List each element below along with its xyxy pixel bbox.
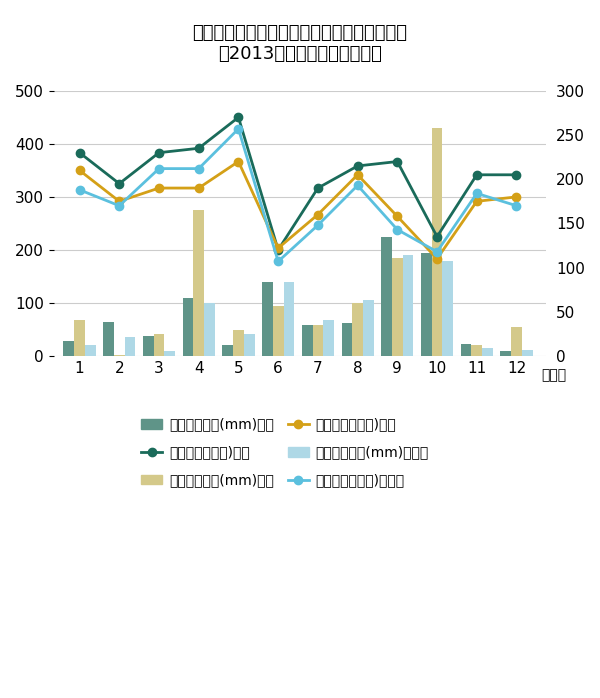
Bar — [114, 355, 125, 356]
Bar — [85, 346, 95, 356]
Bar — [323, 320, 334, 356]
Bar — [392, 258, 403, 356]
Bar — [182, 297, 193, 356]
Text: （月）: （月） — [541, 368, 566, 382]
Bar — [244, 334, 254, 356]
Bar — [472, 346, 482, 356]
Bar — [363, 300, 374, 356]
Bar — [511, 327, 522, 356]
Text: 北杜市大泉の月別平均降水量と平均日照時間: 北杜市大泉の月別平均降水量と平均日照時間 — [193, 24, 407, 43]
Bar — [302, 325, 313, 356]
Bar — [421, 253, 431, 356]
Bar — [204, 303, 215, 356]
Bar — [431, 128, 442, 356]
Bar — [482, 348, 493, 356]
Bar — [103, 322, 114, 356]
Bar — [143, 336, 154, 356]
Legend: 降水量の合計(mm)大泉, 日照時間（時間)大泉, 降水量の合計(mm)東京, 日照時間（時間)東京, 降水量の合計(mm)軽井沢, 日照時間（時間)軽井沢: 降水量の合計(mm)大泉, 日照時間（時間)大泉, 降水量の合計(mm)東京, … — [134, 410, 436, 494]
Bar — [442, 260, 453, 356]
Bar — [284, 282, 294, 356]
Text: （2013年データ気象庁調べ）: （2013年データ気象庁調べ） — [218, 45, 382, 64]
Bar — [352, 303, 363, 356]
Bar — [64, 341, 74, 356]
Bar — [500, 350, 511, 356]
Bar — [223, 346, 233, 356]
Bar — [273, 306, 284, 356]
Bar — [125, 337, 136, 356]
Bar — [341, 323, 352, 356]
Bar — [193, 210, 204, 356]
Bar — [461, 344, 472, 356]
Bar — [522, 350, 533, 356]
Bar — [164, 350, 175, 356]
Bar — [313, 325, 323, 356]
Bar — [233, 329, 244, 356]
Bar — [74, 320, 85, 356]
Bar — [381, 237, 392, 356]
Bar — [403, 255, 413, 356]
Bar — [262, 282, 273, 356]
Bar — [154, 334, 164, 356]
